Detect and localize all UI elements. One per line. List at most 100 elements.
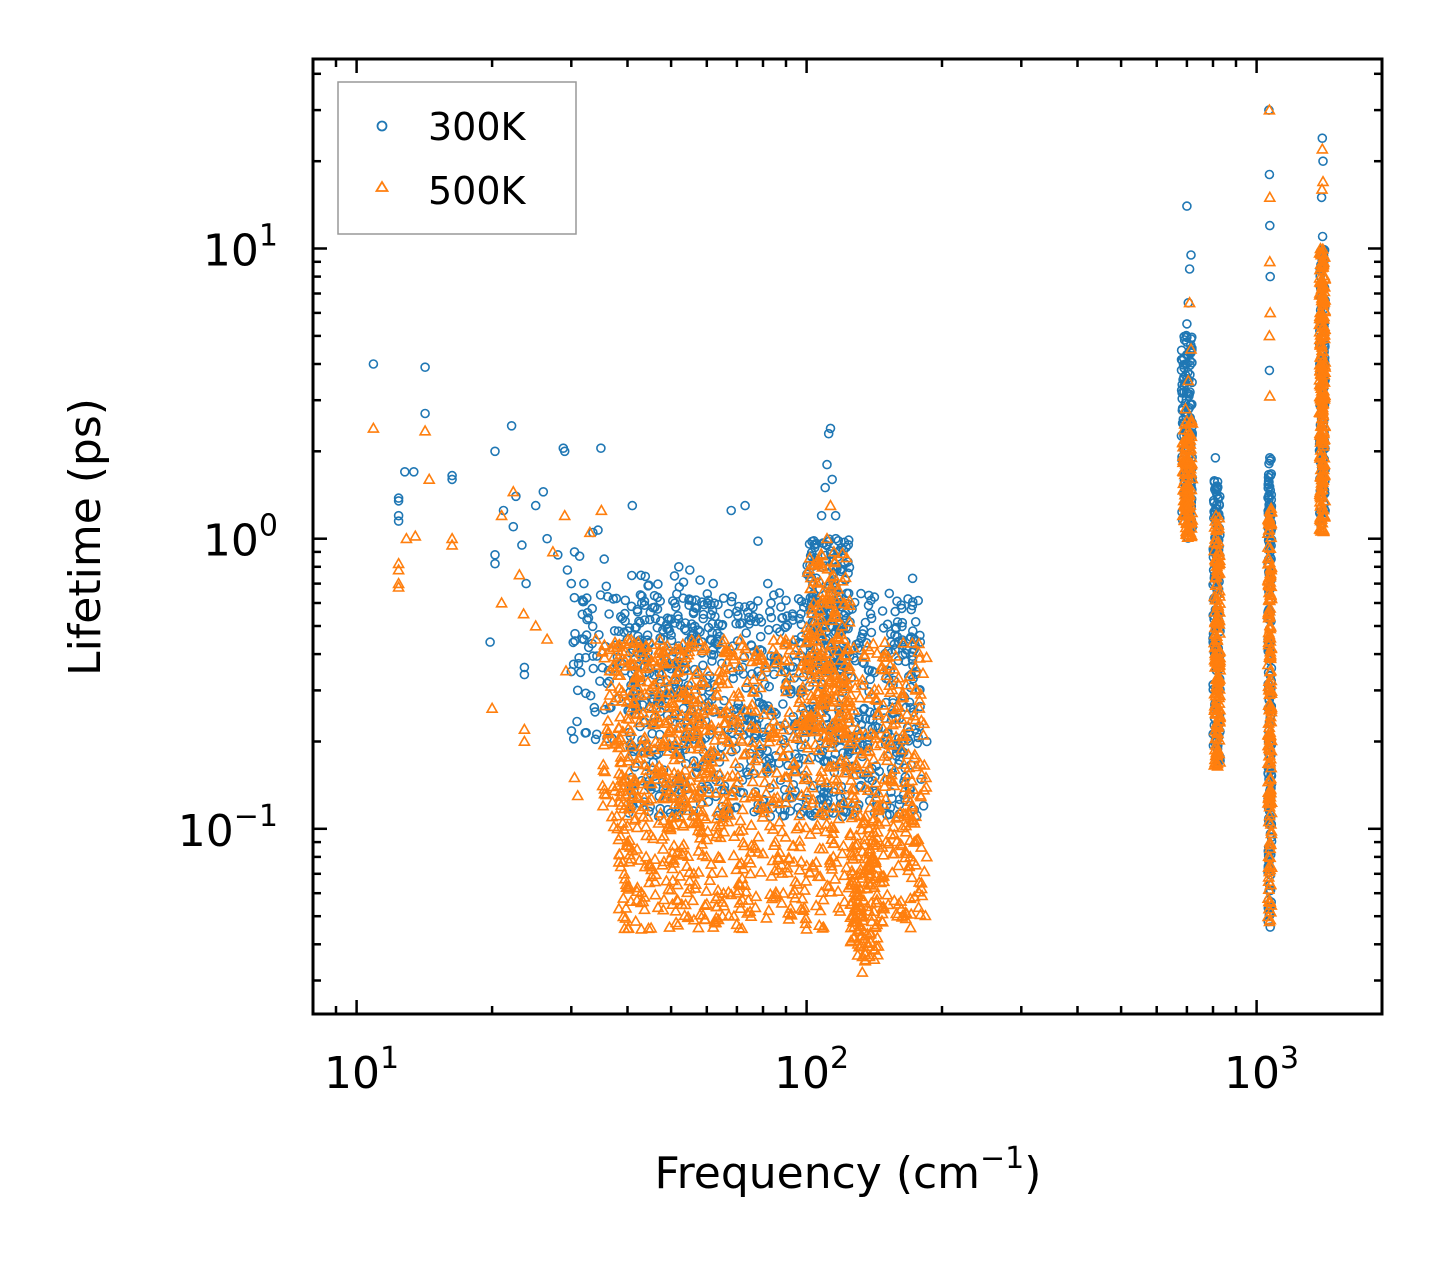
point-500k [669,904,683,916]
point-500k [655,696,668,708]
point-500k [771,790,784,803]
point-500k [684,709,698,721]
point-500k [828,718,842,731]
point-500k [744,867,757,879]
point-500k [811,818,824,830]
point-500k [800,620,813,633]
point-300k [566,726,577,736]
point-500k [367,421,380,433]
point-500k [816,921,829,933]
point-300k [1265,456,1275,466]
point-300k [707,618,718,629]
point-300k [799,733,810,744]
point-300k [857,629,868,639]
point-500k [1263,329,1276,341]
point-500k [870,693,884,705]
point-500k [667,766,681,778]
point-500k [705,866,719,879]
point-500k [627,694,641,706]
point-300k [393,516,404,526]
point-500k [737,748,751,760]
point-300k [1180,359,1191,369]
point-500k [901,787,915,799]
point-300k [796,596,807,607]
point-500k [824,498,837,511]
point-500k [652,643,666,655]
point-500k [892,671,905,683]
point-500k [810,822,823,835]
point-300k [782,620,793,631]
point-500k [1313,485,1327,498]
point-500k [666,862,679,874]
point-500k [713,664,726,676]
point-300k [732,606,742,617]
point-500k [662,882,675,894]
point-300k [588,663,599,674]
point-500k [651,900,665,913]
point-500k [1213,553,1227,566]
point-500k [1318,390,1331,403]
point-500k [1183,498,1197,510]
point-500k [1186,416,1199,428]
point-500k [713,767,727,779]
point-300k [707,605,718,616]
point-500k [681,736,695,749]
point-500k [678,726,692,738]
point-500k [695,776,709,788]
point-500k [766,822,780,834]
point-300k [1185,360,1195,371]
point-300k [830,749,841,759]
point-500k [767,714,781,726]
point-500k [863,949,876,962]
point-500k [568,771,581,783]
point-500k [669,916,683,928]
point-500k [1209,523,1223,535]
point-500k [698,898,712,911]
point-500k [832,632,846,644]
point-500k [1263,609,1277,622]
point-500k [824,597,838,609]
point-500k [902,860,916,872]
point-500k [867,752,881,765]
point-300k [420,408,430,419]
point-500k [1212,586,1226,599]
point-500k [717,825,731,837]
point-300k [918,800,929,811]
point-500k [1313,306,1327,318]
point-500k [888,847,901,859]
x-axis-label-text: Frequency (cm [655,1148,981,1199]
point-500k [661,791,674,803]
point-500k [596,799,610,811]
point-300k [755,631,766,642]
point-500k [701,699,715,711]
point-500k [909,682,923,694]
point-500k [650,767,664,779]
point-500k [805,602,819,614]
point-500k [846,788,859,800]
point-500k [733,723,746,735]
point-500k [598,699,612,711]
point-500k [795,701,809,713]
point-500k [727,849,741,861]
point-500k [914,790,928,802]
point-300k [737,618,747,628]
point-500k [659,775,673,787]
point-300k [596,443,606,454]
point-500k [850,742,864,754]
point-500k [677,691,691,703]
point-500k [595,503,608,516]
point-500k [1263,541,1277,554]
point-500k [896,636,910,648]
point-500k [814,547,828,559]
point-500k [838,895,851,907]
point-500k [853,691,867,703]
point-500k [691,725,704,738]
point-300k [704,784,714,794]
point-500k [1261,540,1275,552]
point-300k [688,756,699,766]
point-500k [828,609,842,621]
point-500k [673,809,686,821]
point-300k [699,599,710,610]
point-500k [902,767,916,780]
point-500k [710,900,724,912]
